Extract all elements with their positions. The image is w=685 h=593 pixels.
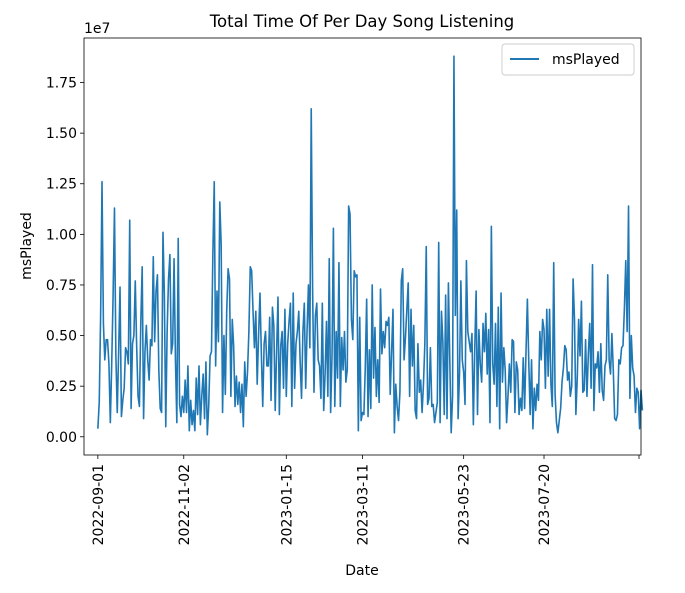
plot-frame (83, 37, 642, 456)
chart-title: Total Time Of Per Day Song Listening (209, 12, 515, 31)
legend: msPlayed (501, 43, 635, 76)
x-axis-label: Date (345, 563, 378, 579)
series-layer (97, 55, 644, 436)
y-tick-label: 1.00 (46, 227, 77, 243)
y-ticks: 0.00 0.25 0.50 0.75 1.00 1.25 1.50 1.75 (46, 76, 84, 446)
y-axis-label: msPlayed (19, 212, 35, 280)
legend-box (501, 43, 635, 76)
x-tick-label: 2023-01-15 (279, 464, 295, 545)
y-tick-label: 0.75 (46, 278, 77, 294)
x-tick-label: 2022-11-02 (177, 464, 193, 545)
y-tick-label: 1.75 (46, 76, 77, 92)
y-tick-label: 0.00 (46, 430, 77, 446)
y-tick-label: 0.25 (46, 379, 77, 395)
x-ticks: 2022-09-01 2022-11-02 2023-01-15 2023-03-11… (91, 455, 640, 545)
y-offset-label: 1e7 (84, 21, 110, 37)
x-tick-label: 2022-09-01 (91, 464, 107, 545)
series-line-msplayed (97, 55, 644, 436)
y-tick-label: 0.50 (46, 329, 77, 345)
x-tick-label: 2023-05-23 (457, 464, 473, 545)
x-tick-label: 2023-03-11 (356, 464, 372, 545)
y-tick-label: 1.25 (46, 177, 77, 193)
legend-label-msplayed: msPlayed (552, 52, 620, 68)
x-tick-label: 2023-07-20 (537, 464, 553, 545)
y-tick-label: 1.50 (46, 126, 77, 142)
